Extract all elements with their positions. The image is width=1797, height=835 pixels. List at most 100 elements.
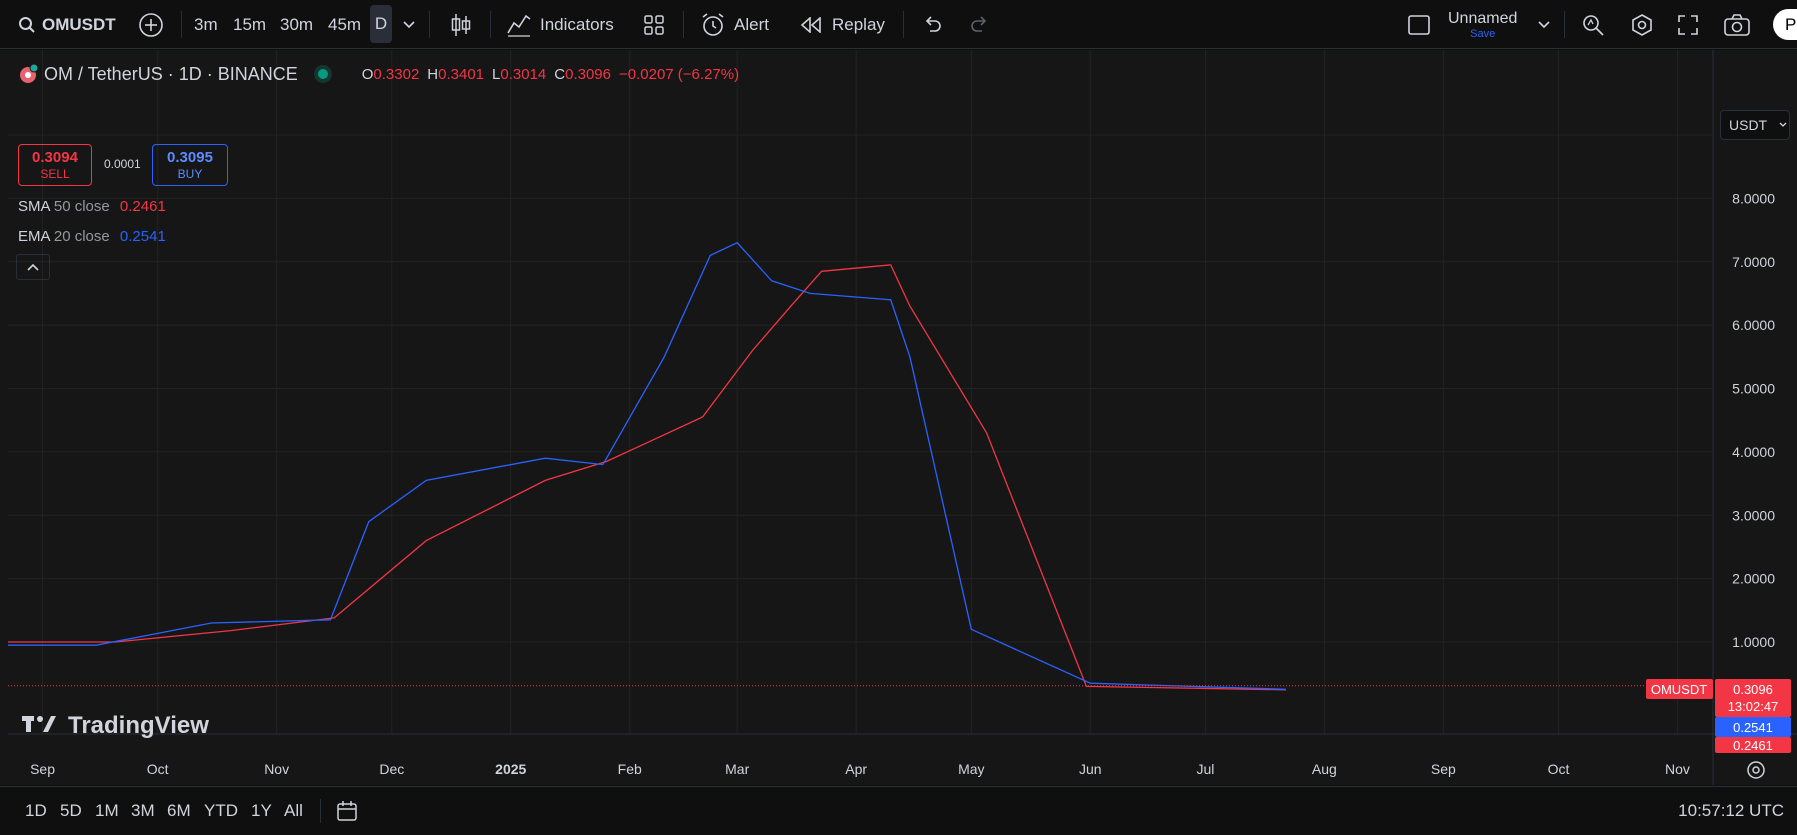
interval-3m[interactable]: 3m xyxy=(194,14,218,34)
ohlc-h-label: H xyxy=(427,65,439,83)
price-tick-label: 2.0000 xyxy=(1732,571,1775,587)
search-icon xyxy=(19,16,35,33)
price-tick-label: 5.0000 xyxy=(1732,381,1775,397)
sma-badge-text: 0.2461 xyxy=(1733,738,1773,753)
ohlc-c-label: C xyxy=(554,65,566,83)
alert-label: Alert xyxy=(734,14,769,34)
ohlc-o-value: 0.3302 xyxy=(373,65,420,83)
chevron-down-icon xyxy=(403,20,415,28)
time-axis: Sep Oct Nov Dec 2025 Feb Mar Apr May Jun Jul Aug Sep… xyxy=(30,761,1690,777)
symbol-search[interactable]: OMUSDT xyxy=(18,0,116,49)
ema-line xyxy=(8,241,1287,690)
chart-grid xyxy=(8,50,1712,734)
redo-icon xyxy=(971,15,987,32)
symbol-title: OM / TetherUS · 1D · BINANCE xyxy=(44,63,298,84)
layout-checkbox[interactable] xyxy=(1407,0,1431,49)
layout-menu-button[interactable] xyxy=(1538,0,1550,49)
time-tick-label: Sep xyxy=(30,761,55,777)
ohlc-o-label: O xyxy=(361,65,374,83)
price-tick-label: 6.0000 xyxy=(1732,317,1775,333)
last-price-badge: 0.3096 13:02:47 xyxy=(1715,679,1791,717)
interval-daily-tab[interactable]: D xyxy=(370,5,392,43)
snapshot-button[interactable] xyxy=(1723,0,1751,49)
sell-price: 0.3094 xyxy=(32,149,78,166)
range-1y[interactable]: 1Y xyxy=(251,801,272,820)
ohlc-l-label: L xyxy=(492,65,501,83)
price-tick-label: 3.0000 xyxy=(1732,507,1775,523)
chart-pane[interactable]: 9.00008.00007.00006.00005.00004.00003.00… xyxy=(0,50,1797,785)
utc-clock[interactable]: 10:57:12 UTC xyxy=(1678,801,1784,820)
range-3m[interactable]: 3M xyxy=(131,801,155,820)
symbol-price-badge: OMUSDT xyxy=(1646,679,1713,699)
price-tick-label: 4.0000 xyxy=(1732,444,1775,460)
watermark-text: TradingView xyxy=(68,712,209,739)
ohlc-l-value: 0.3014 xyxy=(500,65,547,83)
ema-legend[interactable]: EMA 20 close 0.2541 xyxy=(18,228,166,245)
gear-icon xyxy=(1632,13,1652,36)
publish-button[interactable]: Pu xyxy=(1773,9,1797,40)
time-tick-label: Sep xyxy=(1431,761,1456,777)
ohlc-change: −0.0207 (−6.27%) xyxy=(619,65,740,83)
range-6m[interactable]: 6M xyxy=(167,801,191,820)
redo-button[interactable] xyxy=(970,0,990,49)
layouts-button[interactable] xyxy=(643,0,665,49)
ohlc-c-value: 0.3096 xyxy=(565,65,611,83)
symbol-badge-text: OMUSDT xyxy=(1651,682,1707,697)
fullscreen-button[interactable] xyxy=(1677,0,1699,49)
time-tick-label: Oct xyxy=(147,761,169,777)
time-tick-label: Mar xyxy=(725,761,749,777)
indicators-icon xyxy=(507,14,531,37)
layout-name-button[interactable]: Unnamed Save xyxy=(1448,0,1517,49)
range-1m[interactable]: 1M xyxy=(95,801,119,820)
calendar-icon xyxy=(337,801,357,821)
indicators-button[interactable]: Indicators xyxy=(506,0,614,49)
range-ytd[interactable]: YTD xyxy=(204,801,238,820)
replay-label: Replay xyxy=(832,14,885,34)
sma-value: 0.2461 xyxy=(119,198,166,215)
time-tick-label: May xyxy=(958,761,984,777)
buy-label: BUY xyxy=(177,167,203,181)
goto-date-button[interactable] xyxy=(335,787,359,835)
indicators-label: Indicators xyxy=(540,14,614,34)
time-axis-settings-button[interactable] xyxy=(1747,761,1765,779)
collapse-legend-button[interactable] xyxy=(16,254,50,280)
price-tick-label: 1.0000 xyxy=(1732,634,1775,650)
currency-select[interactable]: USDT xyxy=(1720,110,1790,140)
tradingview-logo: TradingView xyxy=(22,712,209,739)
chart-type-button[interactable] xyxy=(449,0,473,49)
undo-button[interactable] xyxy=(922,0,942,49)
ema-params: 20 close xyxy=(53,228,110,245)
interval-15m[interactable]: 15m xyxy=(233,14,267,34)
settings-button[interactable] xyxy=(1630,0,1654,49)
price-chart[interactable]: 9.00008.00007.00006.00005.00004.00003.00… xyxy=(0,50,1797,785)
alarm-clock-icon xyxy=(702,12,724,36)
last-price-text: 0.3096 xyxy=(1733,682,1773,697)
add-symbol-button[interactable] xyxy=(138,0,164,49)
time-tick-label: Feb xyxy=(618,761,642,777)
time-tick-label: Jul xyxy=(1196,761,1214,777)
replay-button[interactable]: Replay xyxy=(800,0,885,49)
alert-button[interactable]: Alert xyxy=(700,0,769,49)
symbol-legend[interactable]: OM / TetherUS · 1D · BINANCE O 0.3302 H 0.… xyxy=(18,63,739,85)
quick-search-icon xyxy=(1583,14,1604,36)
range-all[interactable]: All xyxy=(284,801,303,820)
time-tick-label: Nov xyxy=(264,761,289,777)
interval-45m[interactable]: 45m xyxy=(328,14,362,34)
quick-search-button[interactable] xyxy=(1581,0,1605,49)
layout-name: Unnamed xyxy=(1448,9,1518,27)
buy-button[interactable]: 0.3095 BUY xyxy=(152,144,228,186)
interval-dropdown[interactable] xyxy=(403,0,415,49)
range-1d[interactable]: 1D xyxy=(25,801,47,820)
time-tick-label: Nov xyxy=(1665,761,1690,777)
chevron-down-icon xyxy=(1538,20,1550,28)
range-5d[interactable]: 5D xyxy=(60,801,82,820)
interval-30m[interactable]: 30m xyxy=(280,14,314,34)
time-tick-label: 2025 xyxy=(495,761,526,777)
sma-price-badge: 0.2461 xyxy=(1715,737,1791,753)
candles-icon xyxy=(451,13,471,36)
spread-value: 0.0001 xyxy=(104,157,141,171)
chevron-down-icon xyxy=(1779,122,1787,127)
sell-button[interactable]: 0.3094 SELL xyxy=(18,144,92,186)
price-tick-label: 8.0000 xyxy=(1732,190,1775,206)
sma-legend[interactable]: SMA 50 close 0.2461 xyxy=(18,198,166,215)
